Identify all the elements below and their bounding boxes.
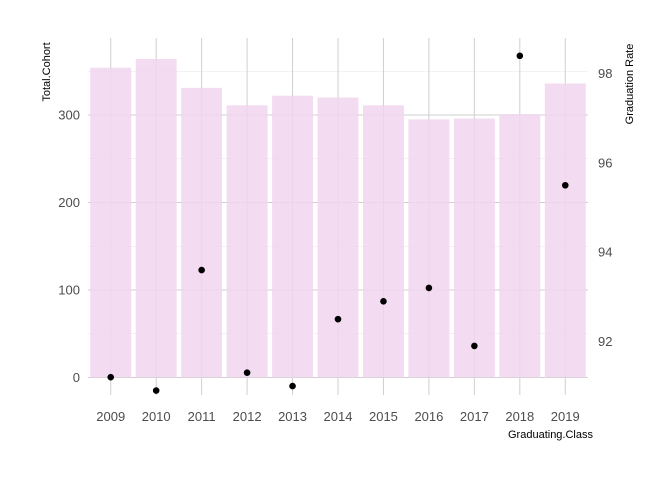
data-point xyxy=(152,387,160,394)
y-left-tick-label: 200 xyxy=(58,195,80,210)
data-point xyxy=(107,373,115,381)
x-tick-label: 2014 xyxy=(324,409,353,424)
bar xyxy=(226,105,268,378)
x-tick-label: 2018 xyxy=(505,409,534,424)
data-point xyxy=(334,315,342,323)
x-tick-label: 2012 xyxy=(233,409,262,424)
y-right-axis-title: Graduation Rate xyxy=(624,44,636,125)
bar-series xyxy=(90,59,586,378)
data-point xyxy=(471,342,478,350)
data-point xyxy=(561,181,569,189)
tick-labels: 0 100 200 300 92 94 96 98 2009 2010 2011 2012 2013 20… xyxy=(58,66,612,424)
bar xyxy=(544,83,586,378)
data-point xyxy=(425,284,433,292)
bar xyxy=(317,97,359,378)
x-tick-label: 2015 xyxy=(369,409,398,424)
y-left-axis-title: Total.Cohort xyxy=(41,42,53,101)
x-axis-title: Graduating.Class xyxy=(508,429,593,441)
bar xyxy=(135,59,177,378)
x-tick-label: 2016 xyxy=(414,409,443,424)
y-right-tick-label: 96 xyxy=(598,155,612,170)
bar xyxy=(181,87,223,378)
y-left-tick-label: 0 xyxy=(73,370,80,385)
bar xyxy=(453,118,495,378)
point-series xyxy=(107,52,569,394)
x-tick-label: 2013 xyxy=(278,409,307,424)
x-tick-label: 2009 xyxy=(96,409,125,424)
x-tick-label: 2011 xyxy=(188,409,216,424)
x-tick-label: 2019 xyxy=(551,409,580,424)
bar xyxy=(408,119,450,378)
x-tick-label: 2017 xyxy=(460,409,489,424)
bar xyxy=(363,105,404,378)
bar xyxy=(90,67,132,378)
y-left-tick-label: 100 xyxy=(58,283,80,298)
data-point xyxy=(198,266,205,274)
y-left-tick-label: 300 xyxy=(58,108,80,123)
data-point xyxy=(380,297,387,305)
y-right-tick-label: 92 xyxy=(598,334,612,349)
bar xyxy=(499,114,541,378)
bar xyxy=(272,95,313,378)
x-tick-label: 2010 xyxy=(142,409,171,424)
data-point xyxy=(243,369,251,376)
y-right-tick-label: 98 xyxy=(598,66,612,81)
data-point xyxy=(289,382,296,390)
data-point xyxy=(516,52,524,60)
y-right-tick-label: 94 xyxy=(598,245,612,260)
